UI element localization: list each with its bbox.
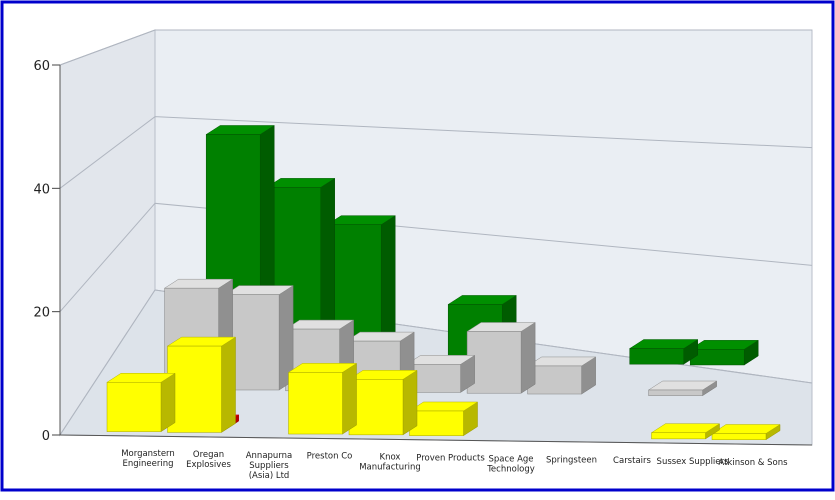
gridline	[59, 202, 813, 312]
bar-front	[527, 365, 582, 395]
gridlines	[59, 29, 813, 436]
bar	[348, 369, 418, 436]
bar	[650, 423, 721, 440]
x-tick-label: Preston Co	[307, 452, 353, 462]
bar-front	[106, 382, 162, 432]
bar	[466, 322, 536, 394]
x-tick-label: Annapurna Suppliers (Asia) Ltd	[246, 451, 293, 481]
bar-front	[648, 389, 703, 396]
x-tick-label: Knox Manufacturing	[359, 453, 421, 473]
x-tick-label: Carstairs	[613, 456, 651, 466]
bar-front	[167, 345, 222, 433]
y-tick-label: 20	[33, 306, 50, 321]
y-tick-label: 60	[33, 59, 50, 74]
bar	[711, 424, 781, 441]
bar-side	[520, 322, 536, 394]
bar-front	[409, 410, 464, 436]
x-axis-line	[59, 434, 813, 446]
gridline	[59, 29, 812, 66]
y-tick-label: 40	[33, 182, 50, 197]
bar-front	[689, 349, 745, 366]
bar-front	[288, 372, 343, 435]
x-tick-label: Proven Products	[416, 454, 485, 464]
y-axis: 0 20 40 60	[33, 59, 813, 446]
gridline	[59, 289, 813, 436]
bar-side	[160, 372, 176, 433]
x-tick-label: Oregan Explosives	[186, 450, 231, 470]
bar	[287, 362, 358, 435]
y-tick-label: 0	[42, 429, 50, 444]
bar-side	[221, 336, 236, 433]
bar	[628, 339, 699, 365]
bar	[408, 401, 479, 437]
bar-side	[342, 362, 357, 435]
bar-front	[711, 433, 767, 440]
x-tick-label: Morganstern Engineering	[121, 449, 175, 469]
x-tick-label: Springsteen	[546, 455, 597, 465]
bar-front	[629, 348, 684, 365]
x-axis-labels: Morganstern Engineering Oregan Explosives An…	[121, 449, 788, 481]
bar	[166, 336, 237, 433]
gridline	[59, 116, 813, 189]
x-tick-label: Atkinson & Sons	[718, 458, 788, 468]
bar-side	[402, 369, 418, 436]
bars	[106, 125, 781, 441]
bar	[106, 372, 176, 433]
x-tick-label: Sussex Suppliers	[657, 457, 729, 467]
x-tick-label: Space Age Technology	[486, 454, 535, 474]
bar	[689, 339, 760, 366]
bar	[526, 356, 597, 395]
bar-front	[466, 331, 522, 394]
bar	[647, 380, 718, 397]
bar-front	[348, 379, 404, 436]
bar-front	[651, 432, 706, 440]
